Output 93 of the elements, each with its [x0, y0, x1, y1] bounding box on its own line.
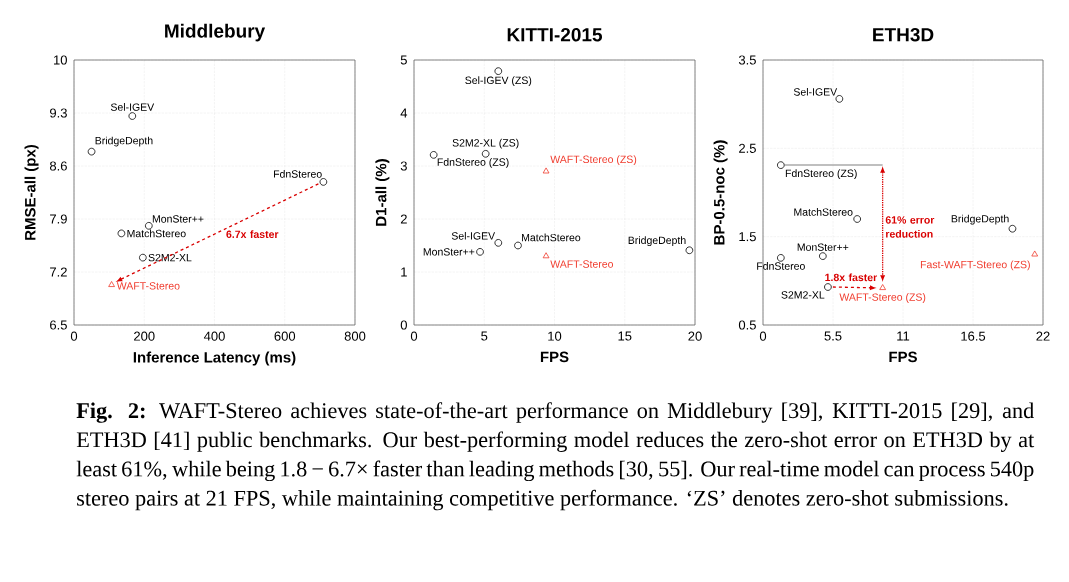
y-tick-label: 5: [400, 55, 407, 65]
x-tick-label: 800: [344, 331, 366, 341]
point: [819, 252, 827, 260]
point: [514, 241, 522, 250]
x-tick-label: 15: [618, 331, 632, 341]
y-axis-title: D1-all (%): [375, 159, 390, 226]
x-tick-label: 600: [274, 331, 296, 341]
point: [128, 112, 137, 120]
point: [777, 254, 785, 262]
point: [777, 161, 785, 169]
y-tick-label: 10: [54, 55, 67, 65]
point: [429, 151, 438, 159]
series-label: BridgeDepth: [951, 214, 1009, 225]
series-label: WAFT-Stereo: [550, 260, 614, 268]
point: [117, 229, 126, 238]
series-label: FdnStereo (ZS): [785, 169, 857, 180]
series-label: MatchStereo: [127, 229, 186, 238]
x-tick-label: 22: [1036, 331, 1050, 341]
x-tick-label: 5: [481, 331, 488, 341]
x-axis-title: Inference Latency (ms): [133, 351, 296, 366]
point: [87, 147, 96, 156]
series-label: WAFT-Stereo (ZS): [839, 293, 926, 303]
chart-title: KITTI-2015: [507, 28, 603, 42]
series-label: WAFT-Stereo: [116, 282, 180, 290]
y-axis-title: RMSE-all (px): [24, 144, 39, 240]
annotation: 1.8x faster: [825, 273, 878, 282]
series-label: MatchStereo: [522, 233, 581, 242]
point: [139, 253, 147, 262]
point: [542, 252, 550, 259]
chart-title: Middlebury: [165, 23, 266, 42]
point: [853, 215, 861, 223]
x-tick-label: 10: [548, 331, 562, 341]
series-label: MonSter++: [797, 243, 849, 251]
series-label: S2M2-XL: [781, 291, 825, 299]
x-tick-label: 0: [70, 331, 78, 341]
series-label: FdnStereo: [274, 170, 322, 178]
x-tick-label: 0: [759, 331, 767, 341]
y-tick-label: 9.3: [50, 108, 67, 118]
y-tick-label: 2: [400, 214, 407, 224]
series-label: FdnStereo (ZS): [437, 158, 509, 168]
series-label: FdnStereo: [757, 262, 805, 270]
series-label: MatchStereo: [794, 208, 853, 216]
point: [835, 95, 844, 103]
y-tick-label: 6.5: [50, 320, 67, 330]
series-label: MonSter++: [152, 215, 204, 223]
y-tick-label: 1.5: [739, 232, 756, 242]
x-tick-label: 200: [134, 331, 155, 341]
series-label: WAFT-Stereo (ZS): [550, 155, 637, 166]
series-label: BridgeDepth: [95, 136, 153, 147]
point: [879, 284, 886, 291]
x-tick-label: 0: [410, 331, 418, 341]
point: [1008, 224, 1017, 233]
y-tick-label: 7.9: [50, 214, 67, 224]
series-label: Sel-IGEV (ZS): [465, 76, 532, 87]
y-axis-title: BP-0.5-noc (%): [713, 140, 728, 245]
x-axis-title: FPS: [889, 351, 917, 363]
series-label: MonSter++: [423, 248, 475, 256]
y-tick-label: 4: [400, 108, 408, 118]
x-tick-label: 16.5: [961, 331, 986, 341]
y-tick-label: 1: [401, 267, 407, 277]
point: [481, 150, 490, 158]
point: [476, 248, 484, 256]
series-label: Sel-IGEV: [451, 231, 496, 240]
chart-title: ETH3D: [873, 27, 934, 42]
point: [494, 239, 503, 247]
point: [824, 283, 832, 291]
y-tick-label: 0: [400, 320, 407, 330]
y-tick-label: 3.5: [738, 55, 756, 65]
annotation: 6.7x faster: [226, 230, 279, 239]
point: [685, 246, 694, 255]
series-label: Sel-IGEV: [110, 103, 155, 111]
point: [542, 167, 550, 174]
series-label: Fast-WAFT-Stereo (ZS): [920, 260, 1030, 271]
point: [494, 67, 503, 75]
x-tick-label: 5.5: [824, 331, 842, 341]
x-tick-label: 11: [897, 331, 910, 341]
series-label: S2M2-XL: [148, 253, 192, 262]
point: [108, 281, 115, 287]
annotation: 61% error reduction: [885, 216, 935, 238]
y-tick-label: 8.6: [49, 161, 67, 171]
y-tick-label: 2.5: [739, 143, 756, 153]
series-label: BridgeDepth: [628, 236, 686, 247]
series-label: S2M2-XL (ZS): [452, 138, 519, 149]
text: Fig. 2: WAFT-Stereo achieves state-of-the-art performance on Middlebury [39], KITTI-2015 [29], and ETH3D [41] public benchmarks. Our best-performing model reduces the zero-shot error on ETH3D by at least 61%, while being 1.8 − 6.7× faster than leading methods [30, 55]. Our real-time model can process 540p stereo pairs at 21 FPS, while maintaining competitive performance. ‘ZS’ denotes zero-shot submissions.: [76, 402, 1035, 511]
x-tick-label: 20: [688, 331, 702, 341]
y-tick-label: 0.5: [738, 320, 756, 330]
x-tick-label: 400: [203, 331, 225, 341]
y-tick-label: 3: [400, 161, 407, 171]
series-label: Sel-IGEV: [793, 87, 838, 96]
x-axis-title: FPS: [540, 351, 569, 363]
y-tick-label: 7.2: [50, 267, 67, 277]
point: [1031, 250, 1039, 257]
point: [319, 178, 328, 186]
